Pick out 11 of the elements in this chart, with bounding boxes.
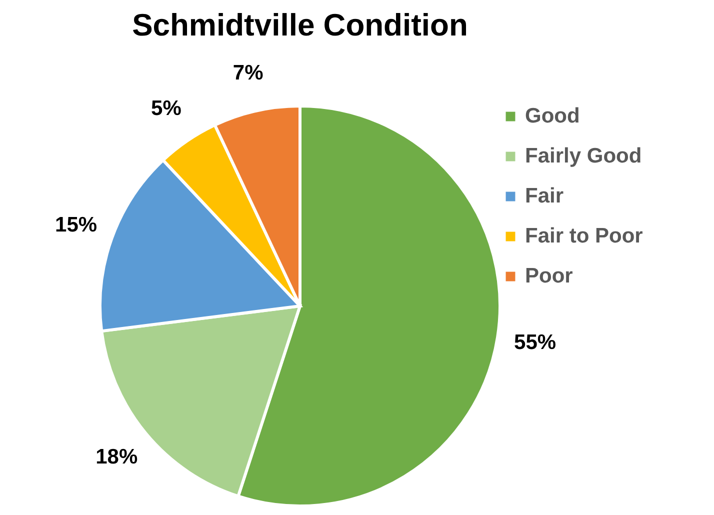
data-label: 5% bbox=[151, 97, 182, 120]
data-label: 18% bbox=[96, 446, 138, 469]
data-label: 15% bbox=[55, 213, 98, 236]
legend-label: Poor bbox=[525, 264, 573, 288]
legend-label: Good bbox=[525, 104, 580, 128]
chart-title: Schmidtville Condition bbox=[132, 8, 468, 43]
data-label: 55% bbox=[514, 331, 556, 354]
data-label: 7% bbox=[232, 62, 264, 85]
legend-label: Fair bbox=[525, 184, 564, 208]
legend-label: Fair to Poor bbox=[525, 224, 643, 248]
legend-label: Fairly Good bbox=[525, 144, 642, 168]
